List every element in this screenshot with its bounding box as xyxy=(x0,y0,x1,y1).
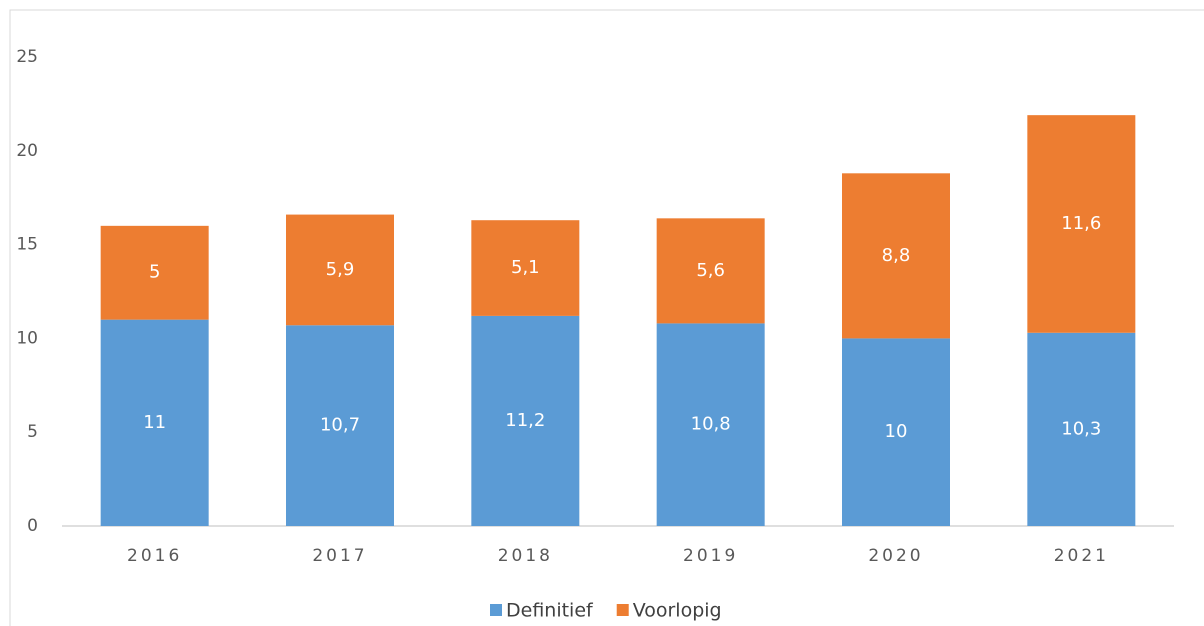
data-label: 5,9 xyxy=(326,259,355,280)
y-tick-label: 0 xyxy=(27,516,38,536)
chart-frame xyxy=(9,9,1204,626)
y-tick-label: 10 xyxy=(16,328,38,348)
bar-segment xyxy=(656,323,765,526)
x-tick-label: 2018 xyxy=(498,546,553,566)
data-label: 8,8 xyxy=(882,245,911,266)
x-tick-label: 2017 xyxy=(312,546,367,566)
bar-segment xyxy=(100,225,209,320)
bar-segment xyxy=(842,338,950,526)
bar-segment xyxy=(471,315,580,526)
bar-segment xyxy=(1027,115,1136,333)
y-tick-label: 25 xyxy=(16,47,38,67)
data-label: 11 xyxy=(143,412,166,433)
legend-label: Voorlopig xyxy=(633,600,722,622)
bar-segment xyxy=(286,325,394,526)
bar-segment xyxy=(286,214,394,326)
x-tick-label: 2016 xyxy=(127,546,182,566)
data-label: 11,2 xyxy=(505,410,545,431)
data-label: 10 xyxy=(885,421,908,442)
data-label: 10,3 xyxy=(1061,418,1101,439)
data-label: 11,6 xyxy=(1061,213,1101,234)
legend-swatch xyxy=(490,604,502,616)
bar-segment xyxy=(100,319,209,526)
bar-segment xyxy=(1027,332,1136,526)
bar-segment xyxy=(471,220,580,316)
data-label: 10,8 xyxy=(691,414,731,435)
x-tick-label: 2019 xyxy=(683,546,738,566)
y-tick-label: 5 xyxy=(27,422,38,442)
y-tick-label: 20 xyxy=(16,141,38,161)
data-label: 5,1 xyxy=(511,257,540,278)
x-tick-label: 2020 xyxy=(868,546,923,566)
bar-segment xyxy=(656,218,765,324)
y-tick-label: 15 xyxy=(16,235,38,255)
legend-swatch xyxy=(616,604,629,616)
bar-segment xyxy=(842,173,950,339)
x-tick-label: 2021 xyxy=(1054,546,1109,566)
legend-label: Definitief xyxy=(506,600,594,622)
data-label: 5 xyxy=(149,262,160,283)
data-label: 5,6 xyxy=(696,260,725,281)
data-label: 10,7 xyxy=(320,415,360,436)
